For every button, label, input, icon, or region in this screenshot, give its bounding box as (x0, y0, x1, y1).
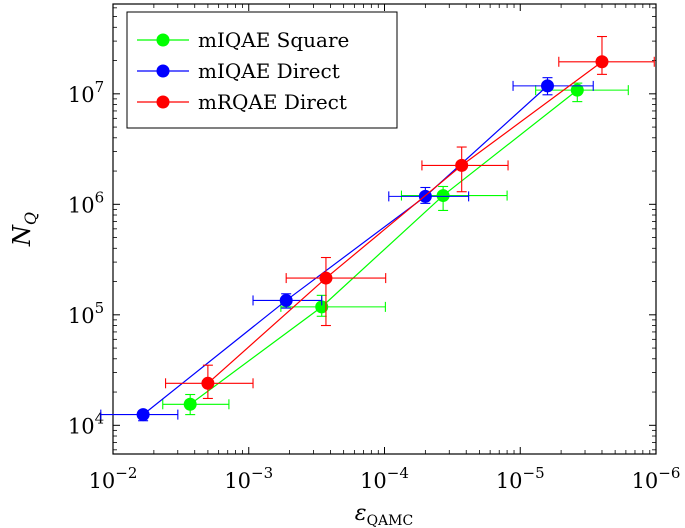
x-tick-label: 10−3 (224, 464, 273, 493)
y-tick-label-exp: 4 (95, 409, 105, 427)
legend: mIQAE Square mIQAE Direct mRQAE Direct (126, 11, 398, 129)
series-miqae-direct (100, 77, 594, 422)
series-mrqae-direct (165, 35, 655, 400)
y-tick-label-exp: 7 (95, 78, 105, 96)
legend-label: mIQAE Direct (198, 59, 340, 83)
x-tick-label-exp: −5 (523, 464, 545, 482)
x-tick-label-exp: −3 (251, 464, 273, 482)
data-point (540, 79, 554, 93)
y-tick-label-exp: 5 (95, 299, 105, 317)
x-axis-label-sub: QAMC (367, 513, 414, 528)
y-axis-label: NQ (8, 212, 40, 247)
y-tick-label: 104 (68, 409, 104, 438)
data-point (570, 83, 584, 97)
legend-item: mIQAE Square (137, 28, 349, 52)
y-tick-label-base: 10 (68, 304, 95, 328)
data-point (136, 408, 150, 422)
x-tick-label: 10−6 (632, 464, 681, 493)
series-line (142, 85, 548, 416)
legend-box (126, 11, 398, 129)
data-point (201, 376, 215, 390)
error-bar (280, 294, 386, 317)
x-tick-label: 10−2 (89, 464, 138, 493)
y-tick-label: 106 (68, 188, 104, 217)
data-point (595, 55, 609, 69)
y-tick-label: 107 (68, 78, 104, 107)
y-axis-label-main: N (8, 224, 36, 247)
legend-label: mIQAE Square (198, 28, 349, 52)
series-miqae-square (162, 82, 629, 416)
data-point (315, 300, 329, 314)
x-tick-label-base: 10 (224, 469, 251, 493)
legend-items: mIQAE Square mIQAE Direct mRQAE Direct (137, 28, 349, 114)
x-tick-label-exp: −4 (387, 464, 409, 482)
x-tick-label-base: 10 (496, 469, 523, 493)
x-axis-label: εQAMC (355, 501, 413, 528)
y-tick-label-base: 10 (68, 83, 95, 107)
legend-marker (156, 64, 170, 78)
y-axis-label-sub: Q (21, 212, 40, 225)
x-tick-label: 10−5 (496, 464, 545, 493)
data-point (436, 189, 450, 203)
legend-marker (156, 95, 170, 109)
legend-item: mRQAE Direct (137, 90, 347, 114)
x-tick-label-exp: −6 (658, 464, 680, 482)
y-tick-label-exp: 6 (95, 188, 105, 206)
x-tick-label-exp: −2 (115, 464, 137, 482)
legend-item: mIQAE Direct (137, 59, 340, 83)
series-layer (100, 35, 655, 422)
x-tick-label-base: 10 (89, 469, 116, 493)
legend-label: mRQAE Direct (198, 90, 347, 114)
series-line (189, 89, 578, 405)
x-tick-label-base: 10 (632, 469, 659, 493)
data-point (279, 293, 293, 307)
x-tick-label-base: 10 (360, 469, 387, 493)
data-point (183, 397, 197, 411)
y-tick-label: 105 (68, 299, 104, 328)
error-bar (558, 35, 655, 75)
error-bar (400, 185, 508, 212)
y-tick-label-base: 10 (68, 414, 95, 438)
data-point (455, 158, 469, 172)
y-tick-label-base: 10 (68, 193, 95, 217)
legend-marker (156, 33, 170, 47)
x-tick-label: 10−4 (360, 464, 409, 493)
series-line (207, 61, 603, 384)
error-bar (285, 256, 387, 327)
data-point (319, 271, 333, 285)
x-axis-label-main: ε (355, 501, 367, 526)
